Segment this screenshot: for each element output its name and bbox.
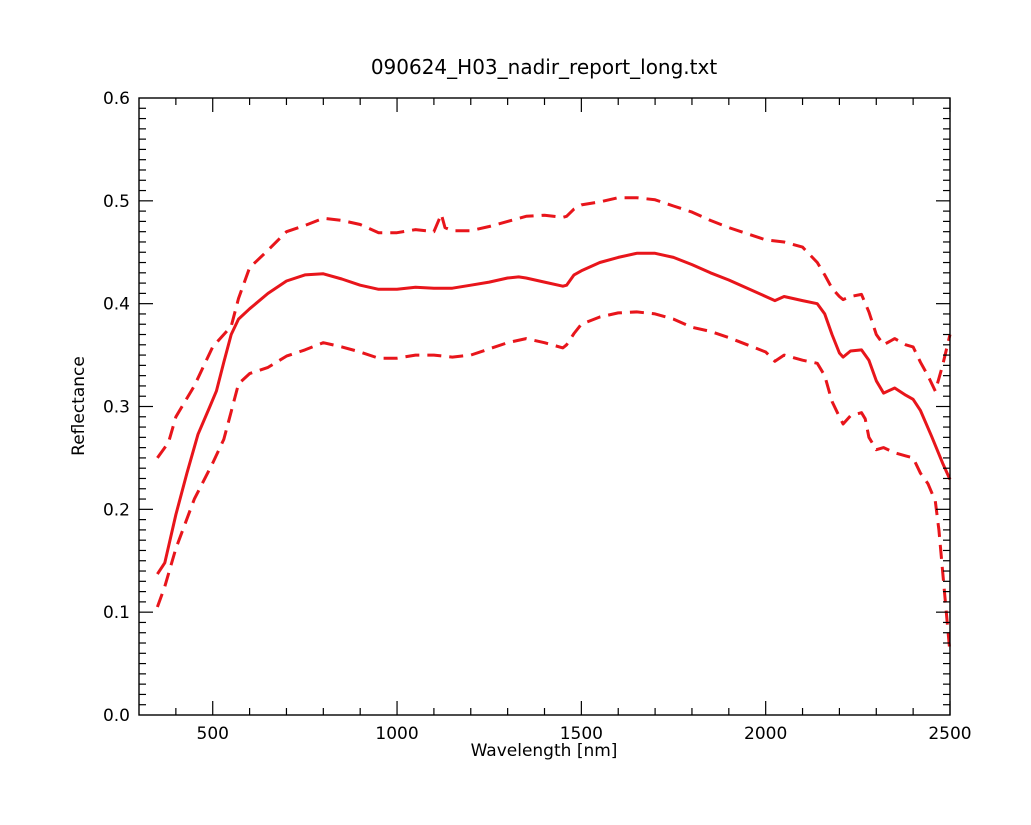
y-tick-label: 0.1 bbox=[103, 603, 130, 623]
x-tick-label: 500 bbox=[197, 724, 229, 744]
series-line-2-dashed bbox=[156, 196, 952, 459]
tick-labels: 500 1000 1500 2000 2500 0.0 0.1 0.2 0.3 0.4 0.5 0.6 bbox=[103, 89, 972, 744]
y-tick-label: 0.3 bbox=[103, 398, 130, 418]
y-tick-label: 0.4 bbox=[103, 295, 130, 315]
series-line-1-solid bbox=[156, 251, 952, 575]
x-tick-label: 1500 bbox=[560, 724, 603, 744]
y-tick-label: 0.5 bbox=[103, 192, 130, 212]
y-tick-label: 0.6 bbox=[103, 89, 130, 109]
chart-title: 090624_H03_nadir_report_long.txt bbox=[371, 55, 718, 79]
plot-frame bbox=[138, 97, 951, 716]
series-layer bbox=[155, 196, 952, 654]
y-tick-label: 0.0 bbox=[103, 706, 130, 726]
x-tick-label: 1000 bbox=[375, 724, 418, 744]
x-tick-label: 2500 bbox=[928, 724, 971, 744]
ticks-layer bbox=[139, 98, 951, 715]
series-line-3-dashed bbox=[155, 310, 952, 654]
y-tick-label: 0.2 bbox=[103, 500, 130, 520]
y-axis-label: Reflectance bbox=[69, 356, 89, 456]
x-axis-label: Wavelength [nm] bbox=[471, 741, 618, 761]
x-tick-label: 2000 bbox=[744, 724, 787, 744]
